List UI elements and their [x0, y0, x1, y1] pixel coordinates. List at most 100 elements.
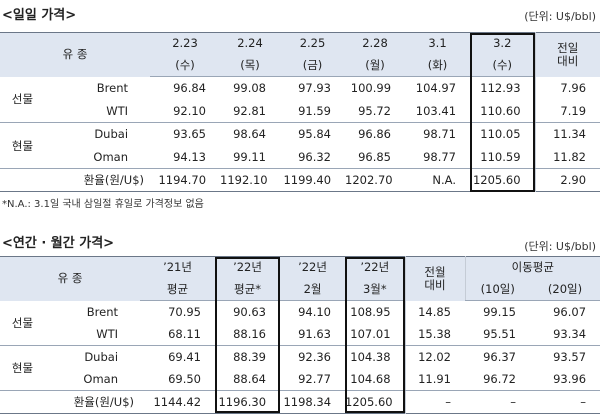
value-cell: –	[510, 394, 517, 409]
fx-label: 환율(원/U$)	[73, 394, 135, 409]
value-cell: 99.11	[220, 145, 281, 169]
header-label: 유 종	[0, 32, 151, 77]
value-cell: 69.41	[168, 350, 202, 364]
price-table: 유 종 2.23 2.24 2.25 2.28 3.1 3.2 전일 대비 (수) (목) (금) (월…	[0, 32, 600, 192]
row-label: Oman	[45, 368, 141, 391]
column-header: 2.28	[345, 32, 406, 55]
column-sub-header: (수)	[150, 54, 221, 77]
row-label: WTI	[45, 323, 141, 346]
value-cell: 1144.42	[153, 394, 202, 409]
fx-row: 환율(원/U$) 1194.70 1192.10 1199.40 1202.70 N.A.…	[0, 168, 600, 192]
value-cell: 91.59	[280, 99, 346, 123]
unit-label: (단위: U$/bbl)	[524, 10, 596, 23]
change-header-line: 대비	[557, 53, 579, 68]
column-header: 2.24	[220, 32, 281, 55]
value-cell: 1194.70	[158, 173, 207, 187]
value-cell: 92.81	[220, 99, 281, 123]
value-cell: 93.96	[530, 368, 600, 391]
fx-label: 환율(원/U$)	[83, 173, 145, 187]
change-header: 전월 대비	[404, 256, 466, 301]
value-cell: 107.01	[345, 323, 406, 346]
data-row: Oman 94.13 99.11 96.32 96.85 98.77 110.59 11.82	[0, 145, 600, 169]
value-cell: 96.07	[553, 305, 587, 319]
column-header: 2.23	[150, 32, 221, 55]
column-header: ’22년	[215, 256, 281, 279]
column-sub-header: 2월	[280, 278, 346, 301]
value-cell: 93.65	[173, 127, 207, 142]
change-header-line: 전일	[557, 40, 579, 55]
value-cell: 12.02	[404, 345, 466, 368]
value-cell: 91.63	[280, 323, 346, 346]
group-label: 현물	[0, 122, 45, 169]
value-cell: 88.16	[215, 323, 281, 346]
data-row: WTI 92.10 92.81 91.59 95.72 103.41 110.60 7.19	[0, 99, 600, 123]
column-header: ’21년	[140, 256, 216, 279]
value-cell: 1192.10	[220, 173, 268, 187]
value-cell: 15.38	[404, 323, 466, 346]
header-label: 유 종	[0, 256, 141, 301]
header-row: 유 종 ’21년 ’22년 ’22년 ’22년 전월 대비 이동평균	[0, 256, 600, 301]
column-header: 3.2	[470, 32, 536, 55]
value-cell: 92.10	[150, 99, 221, 123]
table-header: 유 종 ’21년 ’22년 ’22년 ’22년 전월 대비 이동평균 평균 평균* 2월 3월* (10…	[0, 256, 600, 301]
row-label: Dubai	[94, 127, 129, 142]
value-cell: 112.93	[480, 81, 521, 96]
value-cell: 94.13	[150, 145, 221, 169]
column-sub-header: (월)	[345, 54, 406, 77]
value-cell: 90.63	[233, 305, 267, 319]
value-cell: 104.38	[350, 350, 391, 364]
value-cell: 97.93	[298, 81, 332, 96]
value-cell: 96.85	[345, 145, 406, 169]
value-cell: 11.34	[534, 122, 600, 146]
value-cell: 104.68	[345, 368, 406, 391]
data-row: WTI 68.11 88.16 91.63 107.01 15.38 95.51 93.34	[0, 323, 600, 346]
value-cell: 1196.30	[218, 394, 267, 409]
value-cell: 110.05	[480, 127, 521, 142]
column-sub-header: 3월*	[345, 278, 406, 301]
column-header: 2.25	[280, 32, 346, 55]
header-row: 평균 평균* 2월 3월* (10일) (20일)	[0, 278, 600, 301]
column-header: ’22년	[345, 256, 406, 279]
footnote: *N.A.: 3.1일 국내 삼일절 휴일로 가격정보 없음	[2, 199, 204, 210]
value-cell: 1205.60	[345, 394, 393, 409]
value-cell: 99.08	[233, 81, 267, 96]
row-label: Brent	[96, 81, 129, 95]
value-cell: 88.64	[215, 368, 281, 391]
value-cell: 96.86	[358, 127, 392, 142]
value-cell: 70.95	[168, 305, 202, 319]
value-cell: 88.39	[233, 350, 267, 364]
value-cell: 99.15	[483, 305, 517, 319]
value-cell: 94.10	[298, 305, 332, 319]
column-sub-header: (목)	[220, 54, 281, 77]
value-cell: 95.84	[298, 127, 332, 142]
value-cell: 104.97	[415, 81, 457, 96]
value-cell: 1202.70	[345, 173, 393, 187]
value-cell: 95.72	[345, 99, 406, 123]
data-row: 현물 Dubai 69.41 88.39 92.36 104.38 12.02 96.37 93…	[0, 345, 600, 391]
change-header-line: 전월	[424, 264, 446, 279]
value-cell: 1205.60	[472, 173, 521, 187]
data-row: Oman 69.50 88.64 92.77 104.68 11.91 96.72 93.96	[0, 368, 600, 391]
value-cell: 100.99	[350, 81, 392, 96]
price-table: 유 종 ’21년 ’22년 ’22년 ’22년 전월 대비 이동평균 평균 평균* 2월 3월* (10…	[0, 256, 600, 414]
value-cell: 103.41	[405, 99, 471, 123]
value-cell: 98.77	[405, 145, 471, 169]
section-title: <연간 · 월간 가격>	[2, 236, 115, 251]
column-header: ’22년	[280, 256, 346, 279]
value-cell: 98.71	[423, 127, 457, 142]
value-cell: 1198.34	[283, 394, 332, 409]
row-label: WTI	[45, 99, 151, 123]
change-header-line: 대비	[424, 277, 446, 292]
group-label: 현물	[0, 345, 45, 391]
value-cell: 96.37	[483, 350, 517, 364]
value-cell: 1199.40	[283, 173, 332, 187]
group-label: 선물	[0, 76, 45, 123]
value-cell: 110.59	[470, 145, 536, 169]
moving-average-sub-header: (10일)	[464, 278, 531, 301]
group-label: 선물	[0, 300, 45, 346]
value-cell: 68.11	[140, 323, 216, 346]
data-row: 선물 Brent 96.84 99.08 97.93 100.99 104.97 112.93…	[0, 76, 600, 123]
unit-label: (단위: U$/bbl)	[524, 240, 596, 253]
column-sub-header: 평균	[140, 278, 216, 301]
column-sub-header: (수)	[470, 54, 536, 77]
